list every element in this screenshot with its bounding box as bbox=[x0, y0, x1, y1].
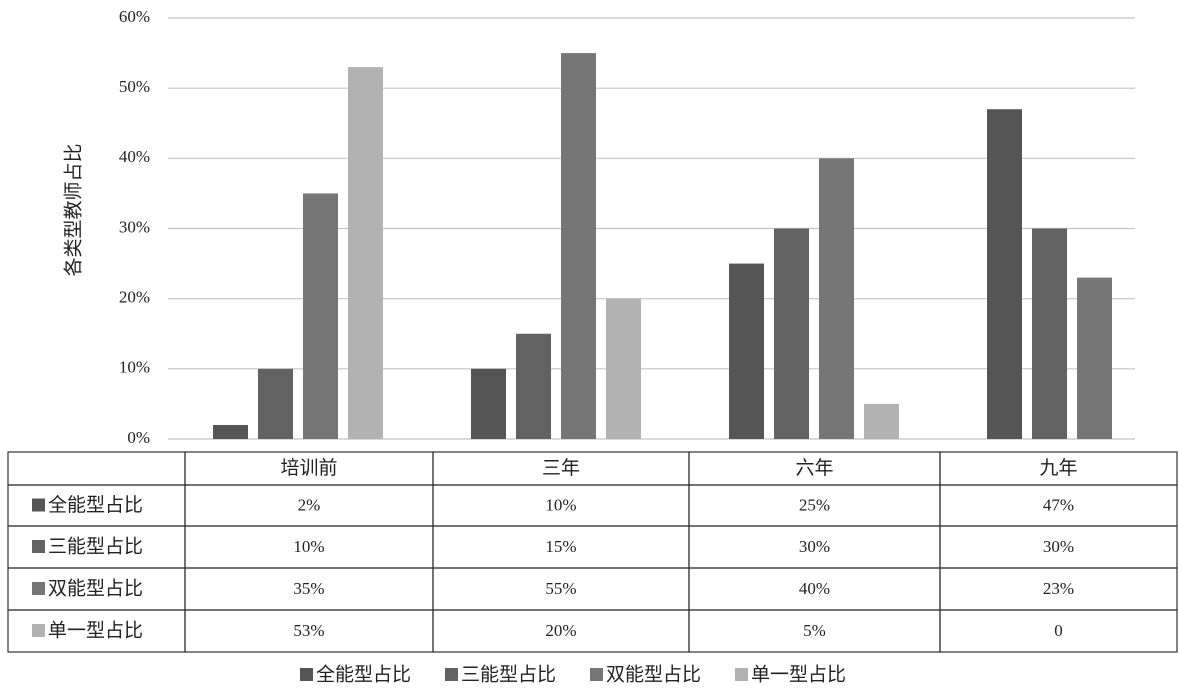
bar bbox=[516, 333, 551, 439]
bar bbox=[987, 109, 1022, 439]
table-value: 25% bbox=[799, 495, 830, 514]
table-value: 5% bbox=[803, 621, 826, 640]
y-tick-label: 10% bbox=[119, 358, 150, 377]
y-tick-label: 0% bbox=[127, 428, 150, 447]
table-value: 35% bbox=[293, 579, 324, 598]
table-header: 九年 bbox=[1039, 457, 1077, 479]
y-tick-label: 50% bbox=[119, 77, 150, 96]
bar bbox=[729, 263, 764, 439]
bar bbox=[606, 298, 641, 439]
legend-swatch bbox=[445, 668, 458, 681]
bar bbox=[213, 424, 248, 439]
legend-label: 双能型占比 bbox=[606, 663, 701, 685]
legend-swatch bbox=[32, 540, 45, 553]
table-value: 10% bbox=[545, 495, 576, 514]
table-header: 三年 bbox=[542, 457, 580, 479]
legend-swatch bbox=[735, 668, 748, 681]
table-value: 10% bbox=[293, 537, 324, 556]
table-header: 六年 bbox=[795, 457, 833, 479]
row-header: 双能型占比 bbox=[48, 577, 143, 599]
bar bbox=[1077, 277, 1112, 439]
table-value: 23% bbox=[1043, 579, 1074, 598]
table-value: 30% bbox=[1043, 537, 1074, 556]
bar bbox=[258, 368, 293, 439]
legend-swatch bbox=[32, 582, 45, 595]
table-value: 20% bbox=[545, 621, 576, 640]
table-value: 40% bbox=[799, 579, 830, 598]
y-tick-label: 30% bbox=[119, 217, 150, 236]
table-cell bbox=[7, 451, 186, 486]
legend-label: 单一型占比 bbox=[751, 663, 846, 685]
table-value: 53% bbox=[293, 621, 324, 640]
row-header: 单一型占比 bbox=[48, 619, 143, 641]
y-tick-label: 40% bbox=[119, 147, 150, 166]
table-value: 0 bbox=[1054, 621, 1063, 640]
bar bbox=[348, 67, 383, 439]
table-value: 30% bbox=[799, 537, 830, 556]
legend-swatch bbox=[590, 668, 603, 681]
bar bbox=[864, 403, 899, 439]
bar bbox=[1032, 228, 1067, 439]
legend-label: 全能型占比 bbox=[316, 663, 411, 685]
y-axis-title: 各类型教师占比 bbox=[62, 143, 84, 276]
row-header: 全能型占比 bbox=[48, 494, 143, 516]
table-value: 15% bbox=[545, 537, 576, 556]
table-value: 2% bbox=[298, 495, 321, 514]
table-cell bbox=[939, 609, 1178, 653]
legend-swatch bbox=[32, 498, 45, 512]
legend-swatch bbox=[300, 668, 313, 681]
y-tick-label: 60% bbox=[119, 7, 150, 26]
bar bbox=[303, 193, 338, 439]
bar bbox=[471, 368, 506, 439]
table-value: 47% bbox=[1043, 495, 1074, 514]
y-tick-label: 20% bbox=[119, 288, 150, 307]
bar bbox=[819, 158, 854, 440]
table-header: 培训前 bbox=[280, 457, 337, 479]
bar bbox=[774, 228, 809, 439]
legend-swatch bbox=[32, 624, 45, 637]
table-value: 55% bbox=[545, 579, 576, 598]
row-header: 三能型占比 bbox=[48, 535, 143, 557]
bar bbox=[561, 53, 596, 439]
legend-label: 三能型占比 bbox=[461, 663, 556, 685]
